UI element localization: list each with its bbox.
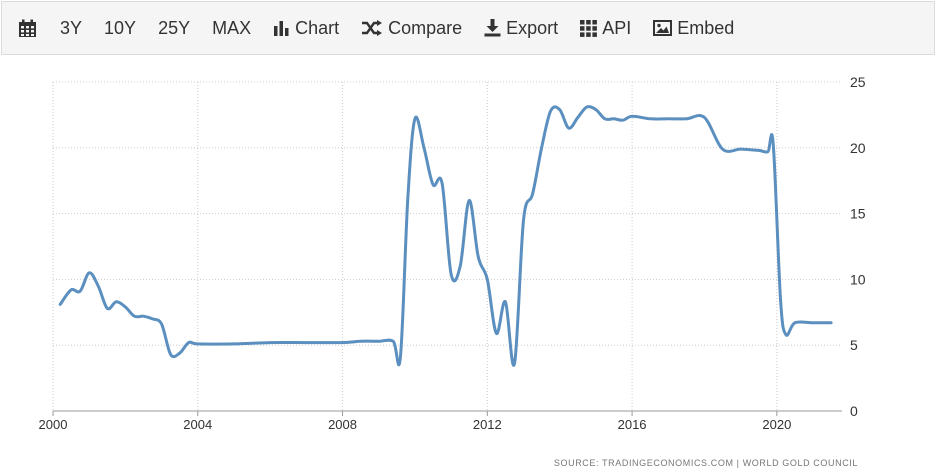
calendar-icon (18, 19, 37, 38)
compare-button[interactable]: Compare (350, 2, 473, 54)
y-tick-label: 5 (850, 337, 858, 353)
range-max-label: MAX (212, 17, 252, 38)
range-10y-label: 10Y (104, 17, 137, 38)
y-tick-label: 15 (850, 206, 866, 222)
x-tick-label: 2000 (39, 417, 68, 432)
line-chart: 0 5 10 15 20 25 2000 2004 2008 2012 2016 2020 SOURC… (39, 74, 866, 468)
x-tick-label: 2020 (762, 417, 791, 432)
grid-icon (580, 19, 598, 37)
range-3y-label: 3Y (60, 17, 83, 38)
axes: 0 5 10 15 20 25 2000 2004 2008 2012 2016 2020 (39, 74, 866, 432)
api-button-label: API (602, 17, 632, 38)
series-layer (58, 105, 833, 367)
api-button[interactable]: API (569, 2, 642, 54)
source-label: SOURCE: TRADINGECONOMICS.COM | WORLD GOL… (554, 458, 858, 468)
export-button[interactable]: Export (473, 2, 569, 54)
range-max-button[interactable]: MAX (201, 2, 262, 54)
embed-button-label: Embed (677, 17, 735, 38)
x-tick-label: 2008 (328, 417, 357, 432)
x-tick-label: 2016 (618, 417, 647, 432)
series-line (58, 105, 833, 367)
range-10y-button[interactable]: 10Y (93, 2, 147, 54)
calendar-button[interactable] (2, 2, 49, 54)
x-tick-label: 2012 (473, 417, 502, 432)
chart-toolbar: 3Y 10Y 25Y MAX Chart Compare (1, 1, 935, 55)
y-tick-label: 10 (850, 271, 866, 287)
image-icon (653, 20, 673, 36)
y-tick-label: 25 (850, 74, 866, 90)
shuffle-icon (361, 20, 383, 36)
x-tick-label: 2004 (183, 417, 212, 432)
range-25y-button[interactable]: 25Y (147, 2, 201, 54)
chart-button-label: Chart (295, 17, 340, 38)
bar-chart-icon (273, 20, 290, 36)
y-tick-label: 20 (850, 140, 866, 156)
range-3y-button[interactable]: 3Y (49, 2, 93, 54)
compare-button-label: Compare (388, 17, 463, 38)
chart-button[interactable]: Chart (262, 2, 350, 54)
export-button-label: Export (506, 17, 559, 38)
range-25y-label: 25Y (158, 17, 191, 38)
y-tick-label: 0 (850, 403, 858, 419)
embed-button[interactable]: Embed (642, 2, 745, 54)
download-icon (484, 19, 501, 37)
